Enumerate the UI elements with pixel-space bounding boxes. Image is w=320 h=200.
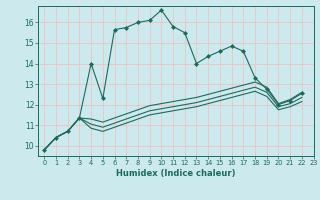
X-axis label: Humidex (Indice chaleur): Humidex (Indice chaleur) [116,169,236,178]
